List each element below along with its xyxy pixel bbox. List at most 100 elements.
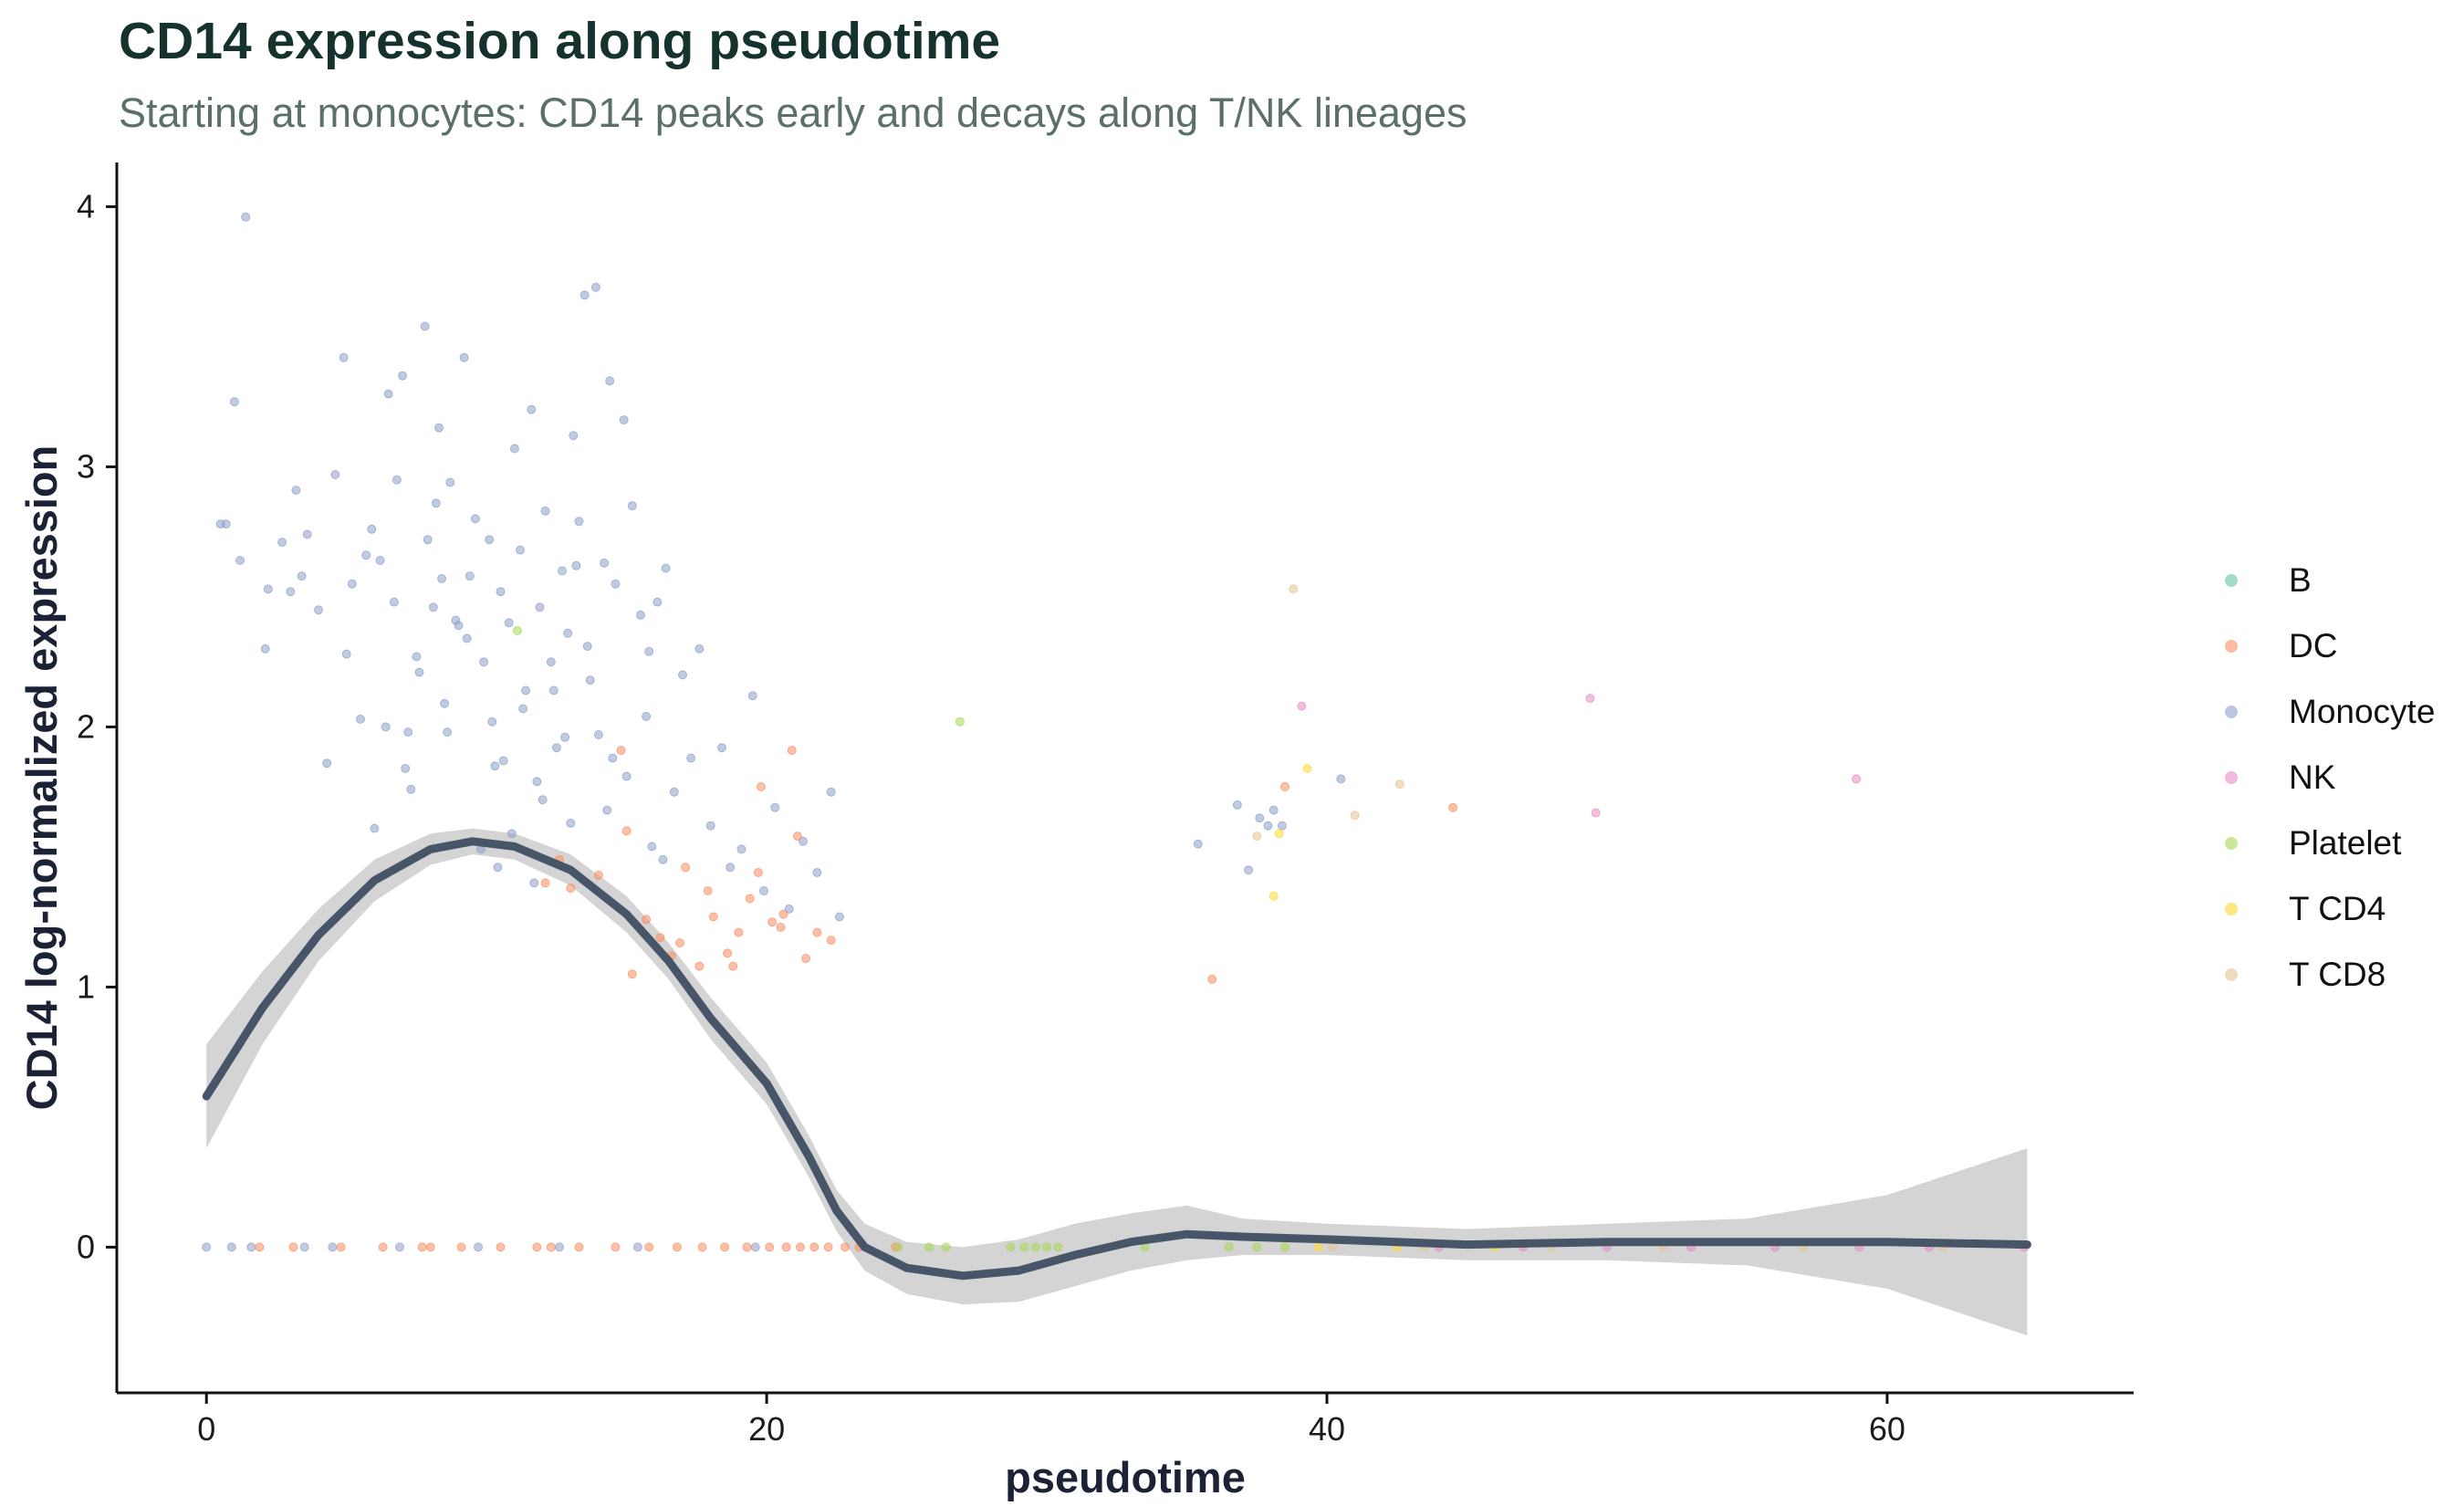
data-point-monocyte	[277, 538, 287, 548]
data-point-monocyte	[516, 545, 525, 555]
data-point-dc	[288, 1242, 298, 1252]
data-point-monocyte	[770, 802, 780, 812]
data-point-monocyte	[518, 704, 528, 714]
data-point-dc	[757, 782, 766, 791]
data-point-platelet	[941, 1242, 951, 1252]
data-point-monocyte	[339, 352, 349, 362]
data-point-dc	[532, 1242, 542, 1252]
data-point-monocyte	[202, 1242, 212, 1252]
data-point-dc	[336, 1242, 346, 1252]
data-point-dc	[255, 1242, 265, 1252]
data-point-platelet	[1224, 1242, 1234, 1252]
data-point-monocyte	[383, 389, 393, 399]
legend-label: DC	[2289, 627, 2338, 664]
data-point-monocyte	[736, 844, 747, 854]
data-point-monocyte	[423, 535, 433, 545]
legend-label: Platelet	[2289, 824, 2402, 862]
data-point-monocyte	[569, 431, 579, 441]
data-point-monocyte	[260, 643, 270, 654]
data-point-dc	[742, 1242, 752, 1252]
data-point-platelet	[512, 626, 522, 635]
data-point-monocyte	[398, 371, 408, 381]
data-point-monocyte	[291, 486, 301, 496]
data-point-monocyte	[621, 771, 632, 781]
data-point-monocyte	[548, 685, 559, 695]
data-point-t-cd8	[1394, 779, 1404, 790]
data-point-monocyte	[527, 404, 537, 414]
data-point-dc	[708, 912, 718, 922]
data-point-dc	[456, 1242, 466, 1252]
data-point-monocyte	[661, 563, 671, 573]
data-point-monocyte	[644, 646, 654, 656]
data-point-monocyte	[658, 854, 668, 864]
data-point-dc	[425, 1242, 435, 1252]
data-point-monocyte	[1269, 805, 1279, 815]
data-point-platelet	[1030, 1242, 1040, 1252]
data-point-monocyte	[582, 642, 592, 652]
data-point-dc	[703, 886, 713, 895]
data-point-monocyte	[367, 524, 377, 534]
data-point-monocyte	[535, 602, 545, 612]
data-point-monocyte	[314, 605, 323, 615]
legend-key-dot	[2225, 903, 2238, 915]
data-point-monocyte	[627, 501, 637, 511]
data-point-monocyte	[493, 863, 503, 873]
data-point-monocyte	[504, 618, 514, 628]
data-point-monocyte	[647, 842, 657, 852]
data-point-monocyte	[414, 667, 424, 677]
legend-item-platelet: Platelet	[2199, 811, 2435, 876]
data-point-platelet	[1053, 1242, 1063, 1252]
data-point-dc	[655, 933, 665, 943]
data-point-monocyte	[509, 444, 519, 454]
legend-item-b: B	[2199, 548, 2435, 613]
data-point-monocyte	[389, 597, 399, 607]
data-point-dc	[627, 969, 637, 979]
data-point-monocyte	[286, 587, 296, 597]
legend-key-dot	[2225, 706, 2238, 718]
data-point-monocyte	[726, 863, 736, 873]
legend-key-dot	[2225, 771, 2238, 784]
data-point-monocyte	[479, 657, 489, 667]
data-point-dc	[540, 878, 550, 888]
data-point-monocyte	[395, 1242, 404, 1252]
x-tick-label: 60	[1869, 1410, 1905, 1448]
legend-key-dot	[2225, 640, 2238, 653]
data-point-monocyte	[563, 628, 573, 638]
data-point-monocyte	[600, 558, 610, 568]
data-point-platelet	[1006, 1242, 1016, 1252]
legend-label: Monocyte	[2289, 693, 2436, 730]
data-point-monocyte	[215, 519, 225, 529]
data-point-monocyte	[241, 212, 251, 222]
data-point-dc	[1207, 974, 1217, 984]
data-point-dc	[812, 927, 822, 937]
data-point-monocyte	[636, 610, 645, 620]
data-point-dc	[672, 1242, 682, 1252]
data-point-dc	[593, 870, 603, 880]
legend-key-dot	[2225, 837, 2238, 850]
data-point-monocyte	[566, 818, 576, 828]
data-point-dc	[681, 863, 691, 873]
data-point-monocyte	[487, 716, 497, 727]
data-point-monocyte	[560, 732, 570, 742]
data-point-monocyte	[747, 691, 757, 701]
data-point-dc	[723, 948, 733, 958]
data-point-t-cd4	[1313, 1242, 1323, 1252]
data-point-monocyte	[392, 475, 402, 485]
data-point-platelet	[924, 1242, 934, 1252]
data-point-monocyte	[799, 836, 808, 846]
data-point-monocyte	[428, 602, 438, 612]
data-point-dc	[795, 1242, 805, 1252]
data-point-monocyte	[229, 397, 239, 407]
y-tick-label: 4	[77, 187, 95, 225]
data-point-monocyte	[246, 1242, 256, 1252]
confidence-band	[206, 828, 2028, 1336]
chart-subtitle: Starting at monocytes: CD14 peaks early …	[119, 89, 1467, 136]
data-point-dc	[734, 927, 744, 937]
data-point-dc	[546, 1242, 556, 1252]
data-point-monocyte	[498, 756, 508, 766]
data-point-monocyte	[602, 805, 612, 815]
data-point-platelet	[1280, 1242, 1289, 1252]
data-point-monocyte	[381, 722, 391, 732]
data-point-monocyte	[1232, 800, 1242, 810]
